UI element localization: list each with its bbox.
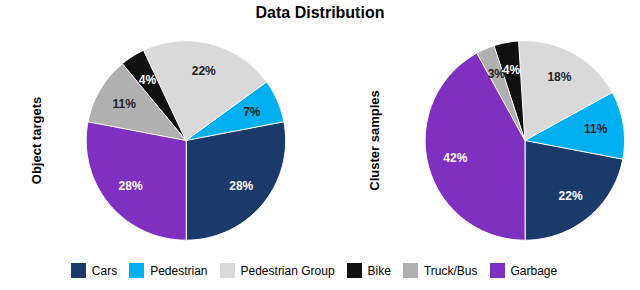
- svg-text:4%: 4%: [503, 63, 521, 77]
- svg-text:22%: 22%: [192, 64, 216, 78]
- svg-text:18%: 18%: [547, 70, 571, 84]
- html-text:Truck/Bus: Truck/Bus: [423, 263, 478, 278]
- html-text:Bike: Bike: [367, 263, 391, 278]
- svg-text:28%: 28%: [229, 179, 253, 193]
- html-text:Garbage: Garbage: [510, 263, 558, 278]
- svg-text:7%: 7%: [243, 105, 261, 119]
- svg-text:Object targets: Object targets: [29, 97, 44, 184]
- svg-text:11%: 11%: [112, 97, 136, 111]
- svg-text:4%: 4%: [139, 73, 157, 87]
- svg-text:28%: 28%: [119, 179, 143, 193]
- html-text:Data Distribution: Data Distribution: [255, 4, 385, 21]
- html-text:Cars: Cars: [91, 263, 118, 278]
- html-text:Pedestrian: Pedestrian: [150, 263, 208, 278]
- svg-text:11%: 11%: [584, 122, 608, 136]
- svg-text:3%: 3%: [488, 67, 506, 81]
- svg-text:22%: 22%: [559, 189, 583, 203]
- svg-text:42%: 42%: [443, 151, 467, 165]
- svg-text:Cluster samples: Cluster samples: [367, 90, 382, 190]
- html-text:Pedestrian Group: Pedestrian Group: [240, 263, 335, 278]
